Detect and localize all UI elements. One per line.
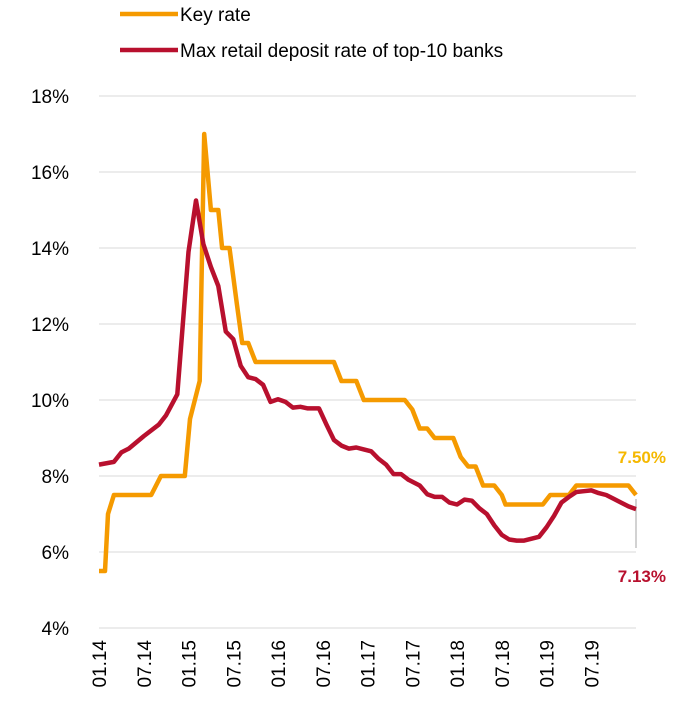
series-line-deposit-rate bbox=[99, 201, 636, 541]
x-tick-label: 07.17 bbox=[403, 640, 424, 688]
y-tick-label: 14% bbox=[31, 239, 69, 260]
x-tick-label: 07.18 bbox=[493, 640, 514, 688]
legend-label: Max retail deposit rate of top-10 banks bbox=[180, 41, 503, 62]
y-tick-label: 6% bbox=[42, 543, 70, 564]
y-tick-label: 10% bbox=[31, 391, 69, 412]
end-labels: 7.50% 7.13% bbox=[618, 448, 666, 586]
y-tick-label: 4% bbox=[42, 619, 70, 640]
x-tick-label: 01.15 bbox=[180, 640, 201, 688]
x-tick-label: 07.19 bbox=[582, 640, 603, 688]
x-tick-label: 01.19 bbox=[538, 640, 559, 688]
series-lines bbox=[99, 134, 636, 571]
x-tick-label: 07.16 bbox=[314, 640, 335, 688]
y-tick-label: 16% bbox=[31, 163, 69, 184]
x-tick-label: 01.14 bbox=[90, 640, 111, 688]
y-axis-ticks: 4% 6% 8% 10% 12% 14% 16% 18% bbox=[31, 87, 69, 640]
x-tick-label: 01.18 bbox=[448, 640, 469, 688]
y-tick-label: 12% bbox=[31, 315, 69, 336]
end-value-label: 7.13% bbox=[618, 567, 666, 586]
x-axis-ticks: 01.14 07.14 01.15 07.15 01.16 07.16 01.17 07.17… bbox=[90, 640, 603, 688]
y-tick-label: 8% bbox=[42, 467, 70, 488]
legend: Key rate Max retail deposit rate of top-1… bbox=[120, 5, 503, 62]
x-tick-label: 07.15 bbox=[224, 640, 245, 688]
x-tick-label: 01.16 bbox=[269, 640, 290, 688]
legend-label: Key rate bbox=[180, 5, 251, 26]
y-tick-label: 18% bbox=[31, 87, 69, 108]
end-value-label: 7.50% bbox=[618, 448, 666, 467]
x-tick-label: 07.14 bbox=[135, 640, 156, 688]
x-tick-label: 01.17 bbox=[359, 640, 380, 688]
